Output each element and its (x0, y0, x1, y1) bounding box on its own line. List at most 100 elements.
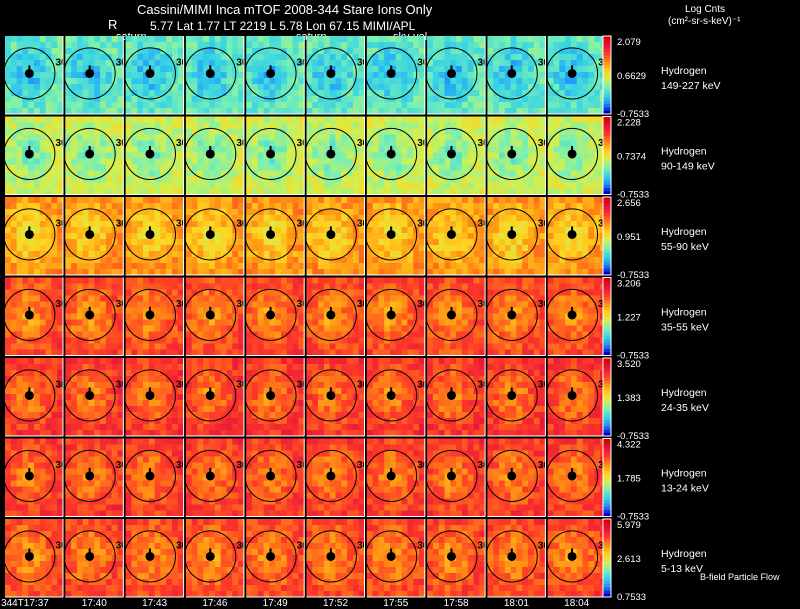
heatmap-pixel (177, 343, 184, 350)
heatmap-pixel (143, 277, 150, 284)
heatmap-pixel (582, 182, 589, 189)
heatmap-pixel (39, 221, 46, 228)
heatmap-pixel (312, 337, 319, 344)
heatmap-pixel (16, 72, 23, 79)
heatmap-pixel (105, 325, 113, 332)
heatmap-pixel (395, 257, 402, 264)
colorbar-segment (603, 181, 611, 186)
heatmap-pixel (384, 78, 391, 85)
heatmap-pixel (384, 257, 391, 264)
heatmap-pixel (594, 122, 601, 129)
heatmap-pixel (252, 116, 259, 123)
heatmap-pixel (479, 182, 486, 189)
heatmap-pixel (450, 146, 457, 153)
heatmap-pixel (473, 158, 480, 165)
heatmap-pixel (117, 72, 124, 79)
heatmap-pixel (565, 158, 572, 165)
colorbar-segment (603, 132, 611, 137)
heatmap-pixel (539, 164, 546, 171)
heatmap-pixel (246, 337, 253, 344)
heatmap-pixel (76, 188, 84, 195)
heatmap-pixel (312, 188, 319, 195)
heatmap-pixel (131, 176, 138, 183)
heatmap-pixel (565, 116, 572, 123)
heatmap-pixel (117, 42, 124, 49)
heatmap-pixel (185, 54, 193, 61)
heatmap-pixel (16, 251, 23, 258)
heatmap-pixel (10, 203, 17, 210)
heatmap-pixel (456, 209, 463, 216)
heatmap-pixel (22, 215, 29, 222)
heatmap-pixel (456, 221, 463, 228)
heatmap-pixel (528, 90, 535, 97)
heatmap-pixel (160, 108, 167, 115)
heatmap-pixel (100, 140, 107, 147)
heatmap-pixel (427, 209, 434, 216)
heatmap-pixel (148, 84, 155, 91)
heatmap-pixel (94, 313, 101, 320)
heatmap-pixel (34, 319, 41, 326)
spin-axis-marker (148, 306, 151, 313)
heatmap-pixel (358, 78, 365, 85)
heatmap-pixel (125, 90, 132, 97)
heatmap-pixel (432, 239, 440, 246)
heatmap-pixel (432, 233, 440, 240)
heatmap-pixel (347, 72, 354, 79)
heatmap-pixel (473, 140, 480, 147)
heatmap-pixel (252, 245, 259, 252)
heatmap-pixel (576, 269, 583, 276)
heatmap-pixel (510, 116, 517, 123)
heatmap-pixel (88, 307, 95, 314)
heatmap-pixel (238, 176, 245, 183)
heatmap-pixel (516, 134, 523, 141)
heatmap-pixel (347, 251, 354, 258)
heatmap-pixel (358, 36, 365, 43)
heatmap-pixel (341, 257, 348, 264)
heatmap-pixel (34, 295, 41, 302)
heatmap-pixel (117, 349, 124, 356)
heatmap-pixel (553, 78, 560, 85)
heatmap-pixel (100, 122, 107, 129)
heatmap-pixel (427, 66, 434, 73)
heatmap-pixel (5, 128, 12, 135)
heatmap-pixel (395, 54, 402, 61)
saturn-marker (24, 68, 34, 78)
heatmap-pixel (263, 122, 270, 129)
heatmap-pixel (111, 188, 118, 195)
heatmap-pixel (65, 146, 72, 153)
heatmap-pixel (456, 140, 463, 147)
heatmap-pixel (125, 349, 132, 356)
heatmap-pixel (57, 84, 64, 91)
heatmap-pixel (137, 343, 144, 350)
heatmap-pixel (16, 245, 23, 252)
heatmap-pixel (444, 188, 451, 195)
heatmap-pixel (384, 251, 391, 258)
heatmap-pixel (570, 182, 578, 189)
heatmap-pixel (487, 108, 494, 115)
heatmap-pixel (45, 140, 52, 147)
heatmap-pixel (191, 60, 198, 67)
heatmap-pixel (191, 102, 198, 109)
heatmap-pixel (197, 182, 204, 189)
heatmap-pixel (358, 48, 365, 55)
heatmap-pixel (166, 146, 173, 153)
heatmap-pixel (148, 289, 155, 296)
heatmap-pixel (203, 146, 210, 153)
heatmap-pixel (352, 116, 360, 123)
heatmap-pixel (111, 301, 118, 308)
heatmap-pixel (82, 188, 89, 195)
heatmap-pixel (467, 263, 474, 270)
heatmap-pixel (94, 331, 101, 338)
heatmap-pixel (246, 134, 253, 141)
heatmap-pixel (438, 140, 445, 147)
heatmap-pixel (209, 349, 216, 356)
heatmap-pixel (306, 313, 313, 320)
heatmap-pixel (57, 176, 64, 183)
heatmap-pixel (413, 197, 420, 204)
heatmap-pixel (28, 54, 35, 61)
heatmap-pixel (10, 239, 17, 246)
heatmap-pixel (528, 42, 535, 49)
heatmap-pixel (372, 239, 379, 246)
heatmap-pixel (160, 349, 167, 356)
heatmap-pixel (263, 66, 270, 73)
